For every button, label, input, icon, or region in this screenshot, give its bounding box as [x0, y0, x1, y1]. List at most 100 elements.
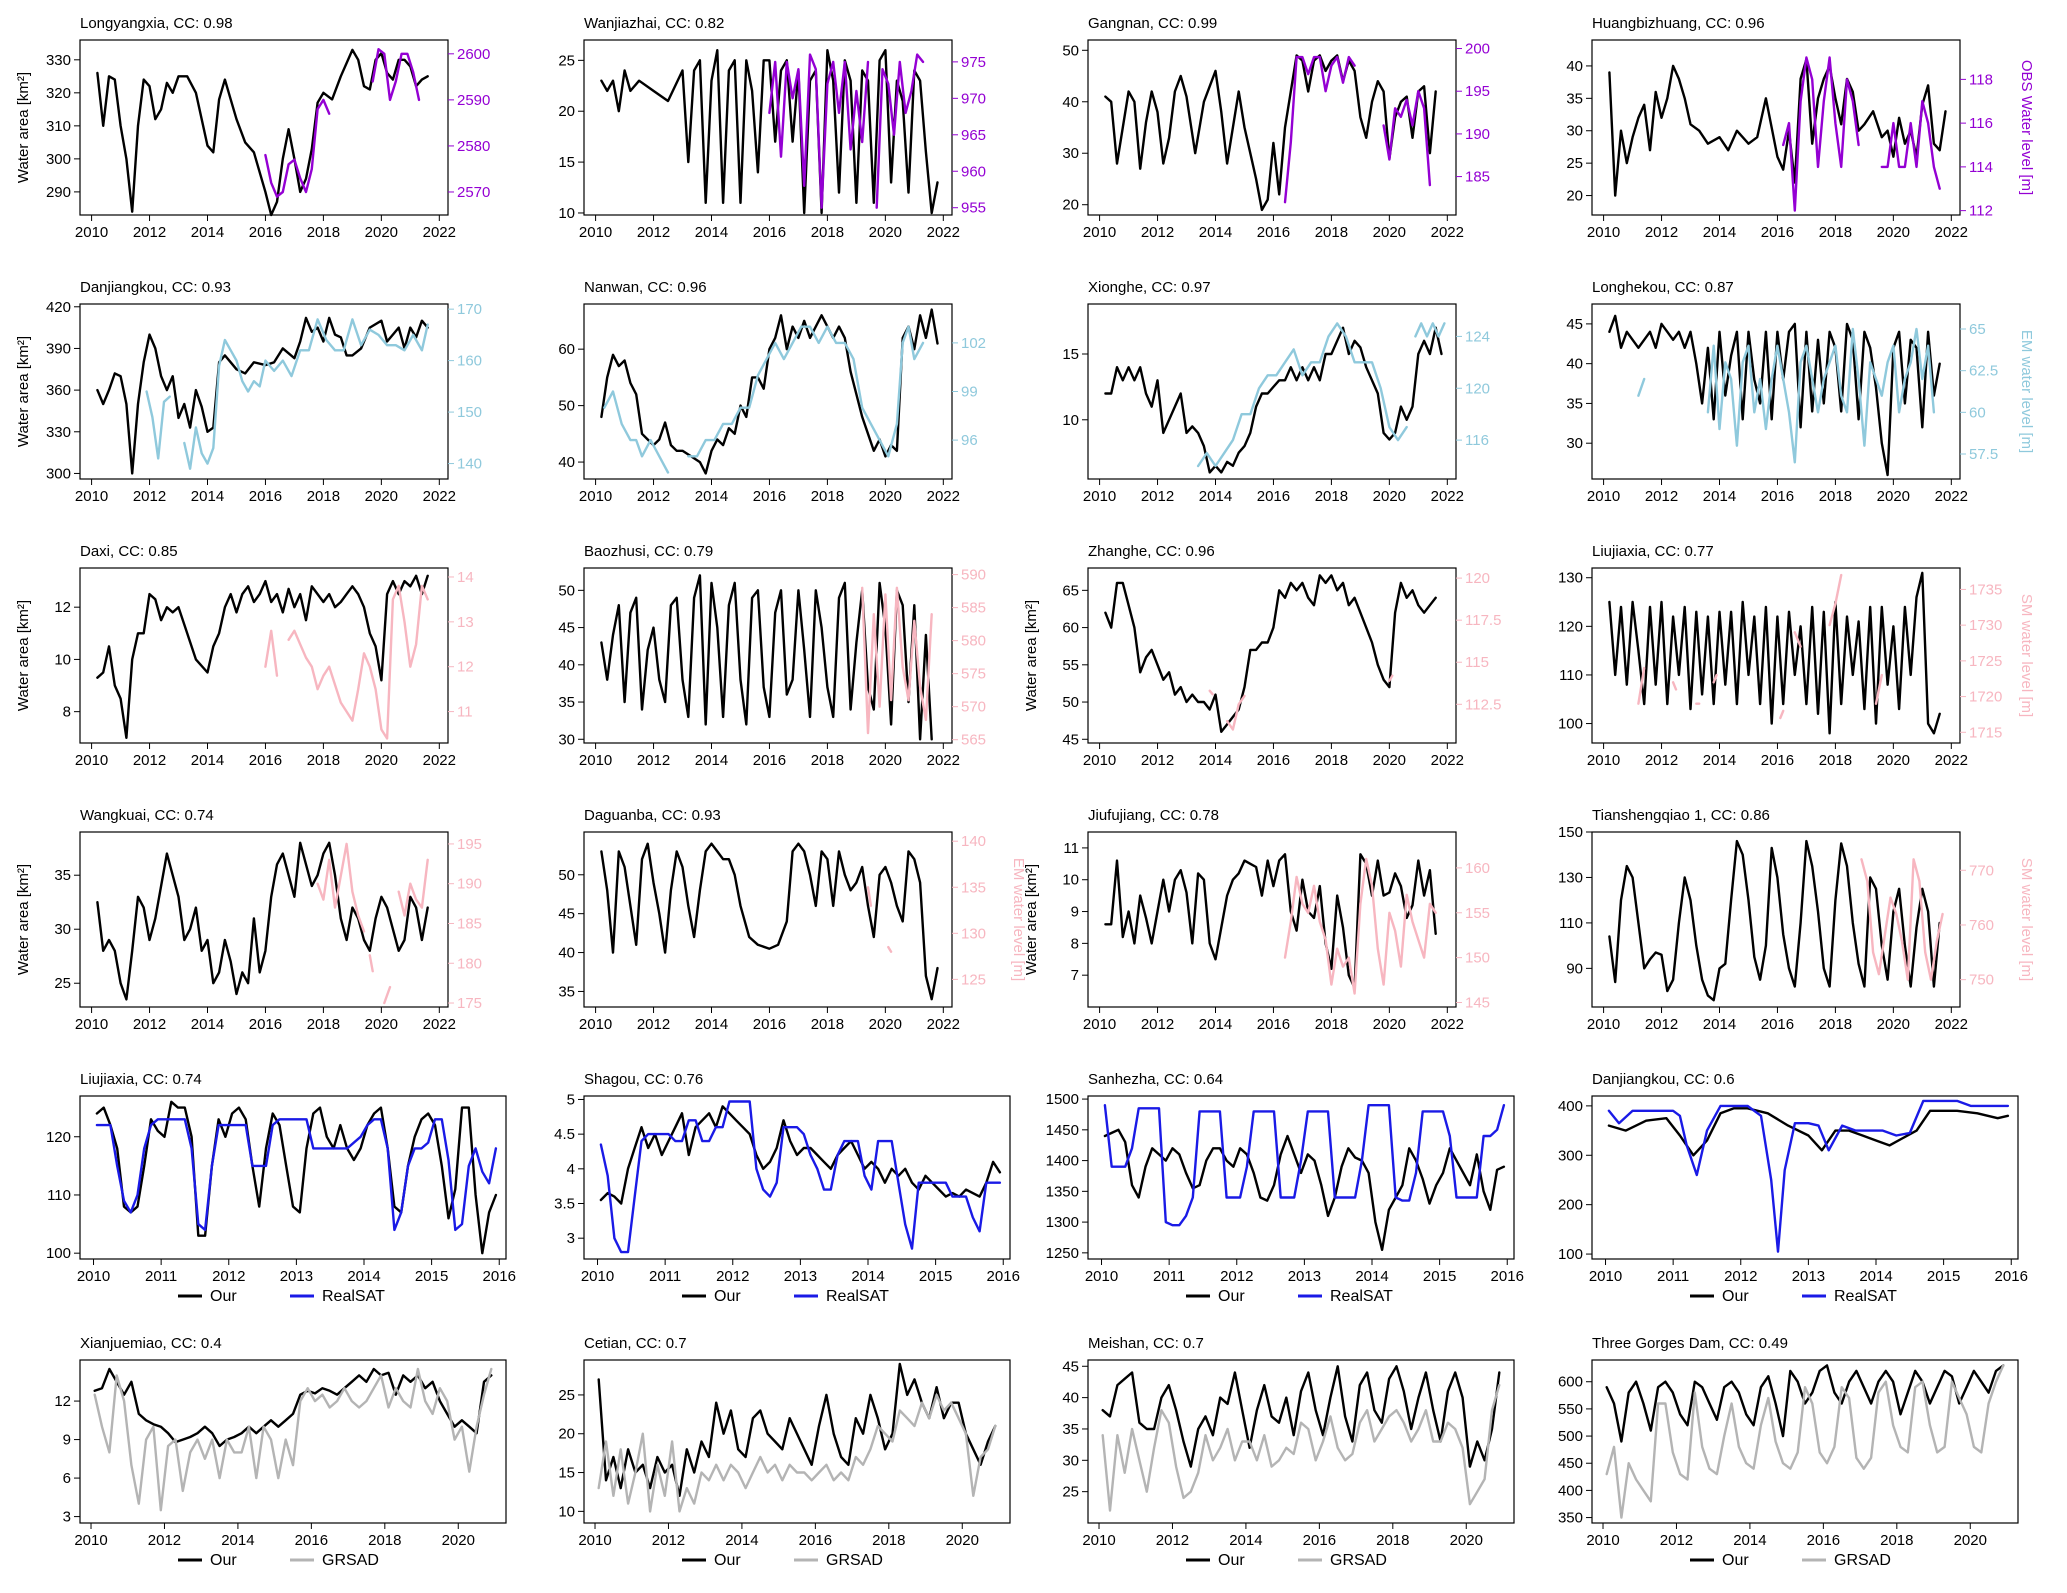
- series-line-our: [1608, 571, 1941, 735]
- y-tick-label: 390: [46, 340, 71, 357]
- series-line-our: [600, 842, 939, 1001]
- y2-tick-label: 2600: [457, 46, 490, 63]
- y-tick-label: 320: [46, 85, 71, 102]
- y-tick-label: 1400: [1046, 1153, 1079, 1170]
- y-tick-label: 10: [54, 651, 71, 668]
- x-tick-label: 2014: [191, 488, 224, 505]
- y2-tick-label: 750: [1969, 972, 1994, 989]
- y2-tick-label: 965: [961, 127, 986, 144]
- y-tick-label: 15: [1062, 346, 1079, 363]
- plot-frame: [1087, 303, 1457, 480]
- y-tick-label: 1300: [1046, 1214, 1079, 1231]
- x-tick-label: 2020: [1877, 224, 1910, 241]
- y2-tick-label: 112: [1969, 203, 1993, 220]
- series-line-obs: [1283, 55, 1356, 204]
- y-tick-label: 45: [1062, 731, 1079, 748]
- y2-tick-label: 120: [1465, 380, 1490, 397]
- x-tick-label: 2010: [579, 1016, 612, 1033]
- y-tick-label: 400: [1558, 1482, 1583, 1499]
- y-tick-label: 10: [558, 1503, 575, 1520]
- y-tick-label: 30: [1062, 1452, 1079, 1469]
- series-line-our: [1605, 1364, 2005, 1443]
- chart-title: Nanwan, CC: 0.96: [584, 279, 707, 296]
- x-tick-label: 2014: [191, 224, 224, 241]
- x-tick-label: 2022: [423, 1016, 456, 1033]
- y-tick-label: 35: [54, 867, 71, 884]
- x-tick-label: 2012: [1645, 224, 1678, 241]
- y2-tick-label: 575: [961, 666, 986, 683]
- y-tick-label: 55: [1062, 657, 1079, 674]
- y-tick-label: 35: [1062, 1421, 1079, 1438]
- x-tick-label: 2014: [1733, 1532, 1766, 1549]
- series-line-our: [600, 308, 939, 475]
- x-tick-label: 2014: [1229, 1532, 1262, 1549]
- y-tick-label: 20: [1566, 188, 1583, 205]
- series-line-sm: [1860, 858, 1944, 981]
- x-tick-label: 2014: [1199, 752, 1232, 769]
- series-line-our: [1104, 326, 1443, 474]
- x-tick-label: 2018: [307, 488, 340, 505]
- y2-tick-label: 96: [961, 432, 978, 449]
- x-tick-label: 2018: [811, 224, 844, 241]
- x-tick-label: 2012: [637, 488, 670, 505]
- x-tick-label: 2010: [1083, 752, 1116, 769]
- x-tick-label: 2010: [1589, 1268, 1622, 1285]
- y2-tick-label: 185: [1465, 169, 1490, 186]
- y2-tick-label: 2580: [457, 138, 490, 155]
- x-tick-label: 2013: [1792, 1268, 1825, 1285]
- y-tick-label: 40: [558, 945, 575, 962]
- x-tick-label: 2016: [1761, 1016, 1794, 1033]
- x-tick-label: 2020: [1450, 1532, 1483, 1549]
- y2-tick-label: 565: [961, 732, 986, 749]
- x-tick-label: 2016: [1257, 752, 1290, 769]
- x-tick-label: 2012: [133, 488, 166, 505]
- y-tick-label: 40: [558, 657, 575, 674]
- y-tick-label: 10: [558, 205, 575, 222]
- x-tick-label: 2020: [365, 224, 398, 241]
- x-tick-label: 2018: [307, 224, 340, 241]
- x-tick-label: 2020: [869, 752, 902, 769]
- y-tick-label: 360: [46, 382, 71, 399]
- series-line-our: [600, 49, 939, 215]
- x-tick-label: 2018: [1315, 1016, 1348, 1033]
- chart-panel-12: Liujiaxia, CC: 0.77 2010 2012 2014 2016 2018 2…: [1558, 543, 2035, 769]
- legend-label: Our: [1722, 1552, 1749, 1569]
- x-tick-label: 2010: [75, 224, 108, 241]
- y-tick-label: 35: [558, 694, 575, 711]
- x-tick-label: 2014: [347, 1268, 380, 1285]
- y-tick-label: 45: [558, 620, 575, 637]
- x-tick-label: 2016: [1995, 1268, 2028, 1285]
- y-tick-label: 40: [558, 454, 575, 471]
- y-tick-label: 110: [47, 1187, 71, 1204]
- x-tick-label: 2016: [1807, 1532, 1840, 1549]
- x-tick-label: 2016: [753, 488, 786, 505]
- x-tick-label: 2018: [1880, 1532, 1913, 1549]
- chart-panel-11: Zhanghe, CC: 0.96 2010 2012 2014 2016 2018 202…: [1023, 543, 1501, 769]
- series-line-em: [603, 390, 670, 474]
- y2-tick-label: 770: [1969, 862, 1994, 879]
- y-axis-label: Water area [km²]: [1023, 864, 1040, 975]
- x-tick-label: 2018: [1315, 752, 1348, 769]
- plot-frame: [79, 1095, 507, 1260]
- x-tick-label: 2018: [1376, 1532, 1409, 1549]
- chart-panel-19: Sanhezha, CC: 0.64 2010 2011 2012 2013 2014 20…: [1046, 1071, 1524, 1305]
- x-tick-label: 2010: [1083, 1016, 1116, 1033]
- y2-axis-label: SM water level [m]: [2018, 858, 2035, 981]
- y2-tick-label: 570: [961, 699, 986, 716]
- x-tick-label: 2014: [1199, 1016, 1232, 1033]
- series-line-our: [599, 1105, 1002, 1205]
- chart-title: Huangbizhuang, CC: 0.96: [1592, 15, 1765, 32]
- x-tick-label: 2022: [1935, 224, 1968, 241]
- legend-label: GRSAD: [1834, 1552, 1891, 1569]
- chart-panel-16: Tianshengqiao 1, CC: 0.86 2010 2012 2014 201…: [1558, 807, 2035, 1033]
- y-tick-label: 550: [1558, 1401, 1583, 1418]
- y2-tick-label: 200: [1465, 41, 1490, 58]
- x-tick-label: 2011: [1657, 1268, 1689, 1285]
- series-line-our: [96, 48, 429, 217]
- y-tick-label: 90: [1566, 960, 1583, 977]
- x-tick-label: 2016: [249, 224, 282, 241]
- x-tick-label: 2014: [191, 752, 224, 769]
- y-tick-label: 4: [567, 1161, 575, 1178]
